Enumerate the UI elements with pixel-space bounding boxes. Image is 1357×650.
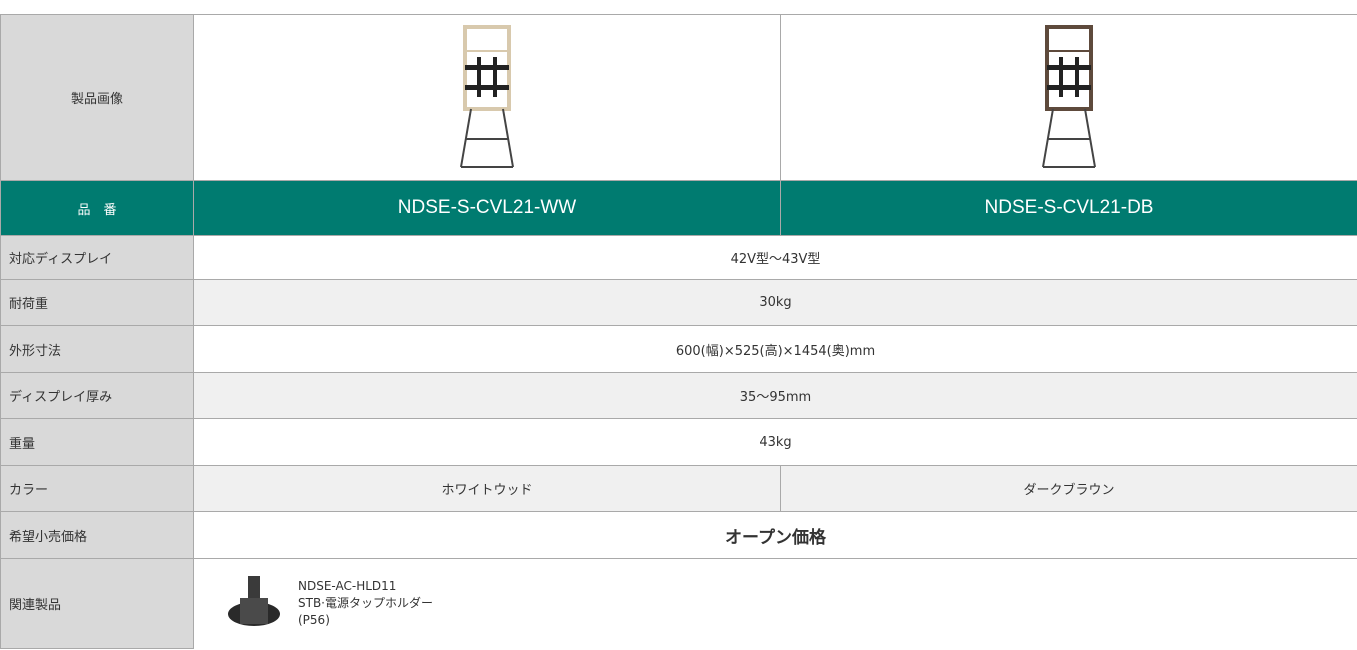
- spec-value: ダークブラウン: [780, 465, 1357, 512]
- product-image: [1042, 24, 1096, 168]
- row-label: ディスプレイ厚み: [0, 372, 194, 419]
- related-image: [228, 575, 280, 626]
- row-label: 耐荷重: [0, 279, 194, 326]
- spec-row: 外形寸法 600(幅)×525(高)×1454(奥)mm: [0, 325, 1357, 373]
- related-line: (P56): [298, 613, 330, 628]
- spec-value: ホワイトウッド: [193, 465, 781, 512]
- spec-value: 30kg: [193, 279, 1357, 326]
- product-image-cell: [780, 14, 1357, 181]
- row-label: 対応ディスプレイ: [0, 235, 194, 280]
- spec-value: 35〜95mm: [193, 372, 1357, 419]
- model-number: NDSE-S-CVL21-WW: [193, 180, 781, 236]
- related-cell: NDSE-AC-HLD11 STB·電源タップホルダー (P56): [193, 558, 1357, 649]
- spec-row: ディスプレイ厚み 35〜95mm: [0, 372, 1357, 419]
- spec-row: 対応ディスプレイ 42V型〜43V型: [0, 235, 1357, 280]
- row-label: 品 番: [0, 180, 194, 236]
- spec-row: カラー ホワイトウッド ダークブラウン: [0, 465, 1357, 512]
- related-line: STB·電源タップホルダー: [298, 596, 433, 611]
- row-label: 外形寸法: [0, 325, 194, 373]
- image-row: 製品画像: [0, 14, 1357, 181]
- spec-row: 重量 43kg: [0, 418, 1357, 466]
- spec-row: 耐荷重 30kg: [0, 279, 1357, 326]
- related-product: NDSE-AC-HLD11 STB·電源タップホルダー (P56): [194, 574, 1357, 634]
- spec-value: 43kg: [193, 418, 1357, 466]
- spec-value: 600(幅)×525(高)×1454(奥)mm: [193, 325, 1357, 373]
- related-line: NDSE-AC-HLD11: [298, 579, 397, 594]
- row-label: 重量: [0, 418, 194, 466]
- spec-row: 希望小売価格 オープン価格: [0, 511, 1357, 559]
- product-image-cell: [193, 14, 781, 181]
- spec-table: 製品画像 品 番 NDSE-S-CVL21-WW N: [0, 14, 1357, 649]
- model-number: NDSE-S-CVL21-DB: [780, 180, 1357, 236]
- model-row: 品 番 NDSE-S-CVL21-WW NDSE-S-CVL21-DB: [0, 180, 1357, 236]
- row-label: 関連製品: [0, 558, 194, 649]
- product-image: [460, 24, 514, 168]
- spec-value: オープン価格: [193, 511, 1357, 559]
- row-label: 製品画像: [0, 14, 194, 181]
- related-text: NDSE-AC-HLD11 STB·電源タップホルダー (P56): [298, 578, 433, 629]
- row-label: カラー: [0, 465, 194, 512]
- row-label: 希望小売価格: [0, 511, 194, 559]
- spec-value: 42V型〜43V型: [193, 235, 1357, 280]
- related-row: 関連製品 NDSE-AC-HLD11 STB·電源タップホルダー (P56): [0, 558, 1357, 649]
